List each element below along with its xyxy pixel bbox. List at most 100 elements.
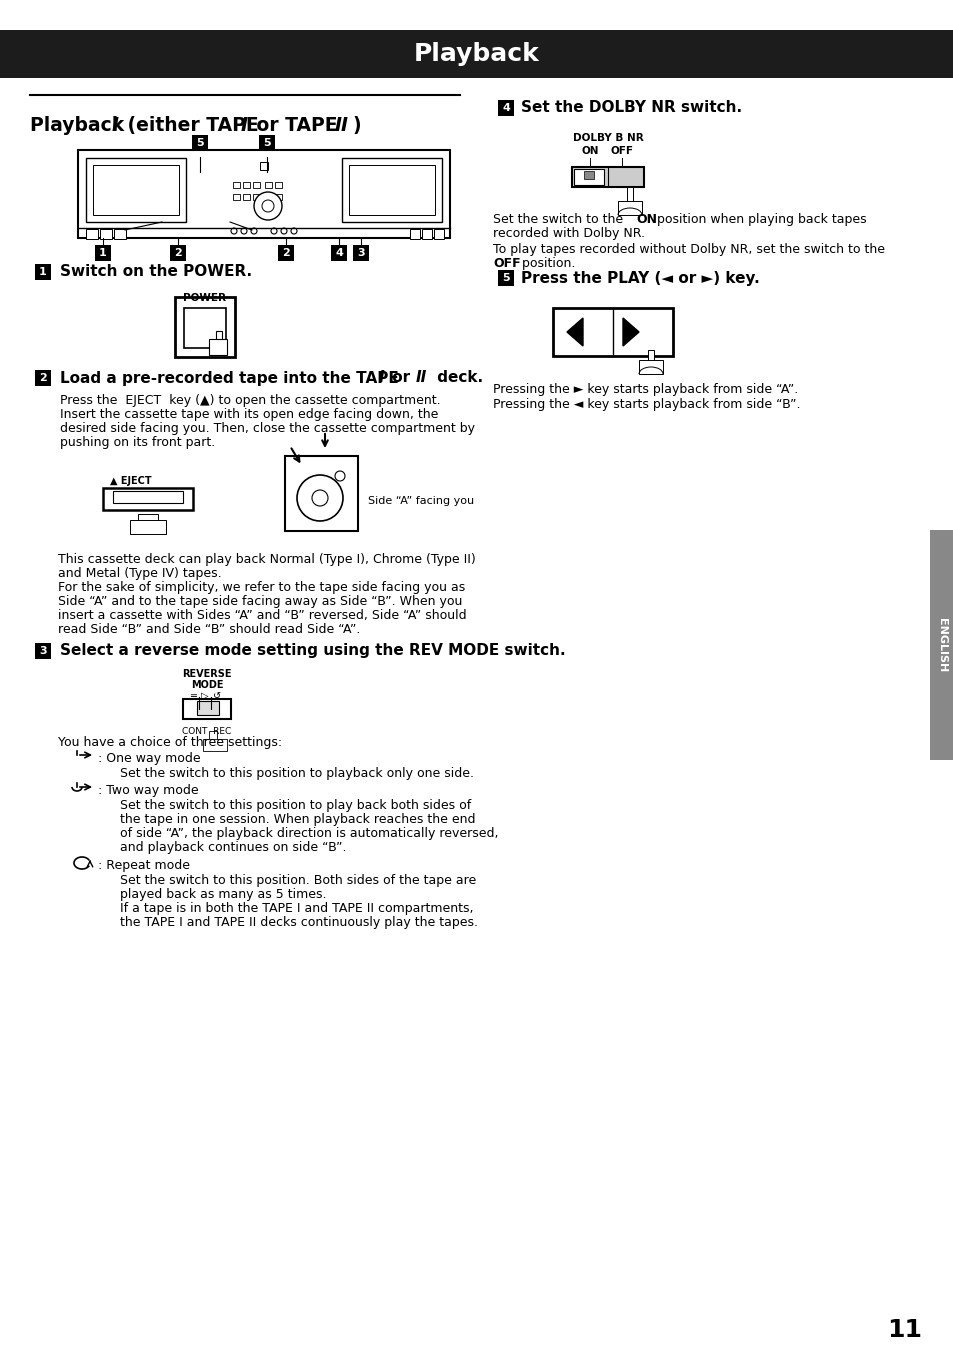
Bar <box>138 514 158 524</box>
Text: Set the switch to the: Set the switch to the <box>493 213 626 225</box>
Text: ▷: ▷ <box>201 691 209 701</box>
Bar <box>285 456 357 531</box>
Bar <box>78 150 450 238</box>
Text: 4: 4 <box>501 103 510 113</box>
Text: Pressing the ► key starts playback from side “A”.: Pressing the ► key starts playback from … <box>493 383 798 396</box>
Circle shape <box>281 228 287 234</box>
Text: 11: 11 <box>886 1318 922 1342</box>
Text: ═: ═ <box>190 691 195 701</box>
Bar <box>95 244 111 261</box>
Text: Playback: Playback <box>414 42 539 66</box>
Text: : Two way mode: : Two way mode <box>98 784 198 796</box>
Bar <box>209 339 227 355</box>
Bar <box>639 360 662 374</box>
Bar <box>192 135 208 151</box>
Text: and Metal (Type IV) tapes.: and Metal (Type IV) tapes. <box>58 567 221 580</box>
Bar <box>243 194 250 200</box>
Text: deck.: deck. <box>432 370 482 386</box>
Text: 5: 5 <box>196 138 204 148</box>
Text: : One way mode: : One way mode <box>98 752 200 765</box>
Text: 2: 2 <box>174 248 182 258</box>
Bar <box>184 308 226 348</box>
Circle shape <box>231 228 236 234</box>
Text: or TAPE: or TAPE <box>250 116 344 135</box>
Text: the tape in one session. When playback reaches the end: the tape in one session. When playback r… <box>120 813 475 826</box>
Text: of side “A”, the playback direction is automatically reversed,: of side “A”, the playback direction is a… <box>120 828 498 840</box>
Text: Set the switch to this position to playback only one side.: Set the switch to this position to playb… <box>120 767 474 780</box>
Circle shape <box>262 200 274 212</box>
Text: Press the PLAY (◄ or ►) key.: Press the PLAY (◄ or ►) key. <box>520 270 759 285</box>
Text: desired side facing you. Then, close the cassette compartment by: desired side facing you. Then, close the… <box>60 423 475 435</box>
Text: Insert the cassette tape with its open edge facing down, the: Insert the cassette tape with its open e… <box>60 408 438 421</box>
Bar <box>274 182 282 188</box>
Circle shape <box>335 471 345 481</box>
Text: For the sake of simplicity, we refer to the tape side facing you as: For the sake of simplicity, we refer to … <box>58 580 465 594</box>
Bar <box>265 194 272 200</box>
Bar <box>572 167 643 188</box>
Text: 2: 2 <box>282 248 290 258</box>
Circle shape <box>312 490 328 506</box>
Bar <box>130 520 166 535</box>
Text: read Side “B” and Side “B” should read Side “A”.: read Side “B” and Side “B” should read S… <box>58 622 360 636</box>
Text: 3: 3 <box>356 248 364 258</box>
Bar <box>103 487 193 510</box>
Bar <box>209 730 216 741</box>
Text: If a tape is in both the TAPE I and TAPE II compartments,: If a tape is in both the TAPE I and TAPE… <box>120 902 473 915</box>
Text: Side “A” and to the tape side facing away as Side “B”. When you: Side “A” and to the tape side facing awa… <box>58 595 462 608</box>
Text: OFF: OFF <box>610 146 633 157</box>
Text: DOLBY B NR: DOLBY B NR <box>572 134 642 143</box>
Text: 1: 1 <box>99 248 107 258</box>
Bar <box>553 308 672 356</box>
Text: 3: 3 <box>39 647 47 656</box>
Bar <box>170 244 186 261</box>
Text: ON: ON <box>636 213 657 225</box>
Bar <box>265 182 272 188</box>
Text: CONT  REC: CONT REC <box>182 728 232 736</box>
Text: POWER: POWER <box>183 293 226 302</box>
Text: position when playing back tapes: position when playing back tapes <box>652 213 865 225</box>
Text: played back as many as 5 times.: played back as many as 5 times. <box>120 888 326 900</box>
Bar <box>353 244 369 261</box>
Bar <box>421 230 432 239</box>
Bar <box>434 230 443 239</box>
Text: the TAPE I and TAPE II decks continuously play the tapes.: the TAPE I and TAPE II decks continuousl… <box>120 917 477 929</box>
Bar <box>215 331 222 346</box>
Text: ENGLISH: ENGLISH <box>936 618 946 672</box>
Bar <box>196 701 219 716</box>
Text: I: I <box>378 370 384 386</box>
Text: To play tapes recorded without Dolby NR, set the switch to the: To play tapes recorded without Dolby NR,… <box>493 243 884 256</box>
Circle shape <box>271 228 276 234</box>
Bar <box>258 135 274 151</box>
Bar <box>203 738 227 751</box>
Bar <box>929 531 953 760</box>
Text: recorded with Dolby NR.: recorded with Dolby NR. <box>493 227 644 240</box>
Text: You have a choice of three settings:: You have a choice of three settings: <box>58 736 282 749</box>
Bar <box>349 165 435 215</box>
Text: 4: 4 <box>335 248 342 258</box>
Text: ): ) <box>352 116 360 135</box>
Text: II: II <box>416 370 427 386</box>
Bar <box>497 270 514 286</box>
Text: ↺: ↺ <box>213 691 221 701</box>
Bar <box>174 297 234 356</box>
Circle shape <box>241 228 247 234</box>
Text: position.: position. <box>517 256 575 270</box>
Text: pushing on its front part.: pushing on its front part. <box>60 436 215 450</box>
Polygon shape <box>566 319 582 346</box>
Bar <box>100 230 112 239</box>
Bar <box>233 194 240 200</box>
Bar <box>574 169 603 185</box>
Text: 5: 5 <box>263 138 271 148</box>
Bar <box>410 230 419 239</box>
Text: 1: 1 <box>39 267 47 277</box>
Bar <box>583 171 594 180</box>
Text: Pressing the ◄ key starts playback from side “B”.: Pressing the ◄ key starts playback from … <box>493 398 800 410</box>
Bar <box>35 265 51 279</box>
Bar <box>35 370 51 386</box>
Text: Press the  EJECT  key (▲) to open the cassette compartment.: Press the EJECT key (▲) to open the cass… <box>60 394 440 406</box>
Circle shape <box>291 228 296 234</box>
Text: 5: 5 <box>501 273 509 284</box>
Bar <box>243 182 250 188</box>
Circle shape <box>296 475 343 521</box>
Bar <box>618 201 641 215</box>
